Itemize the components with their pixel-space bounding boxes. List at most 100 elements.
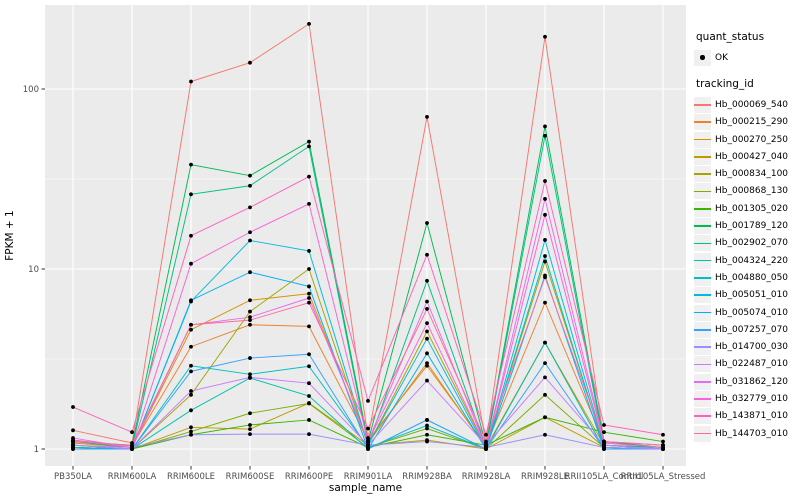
series-color-swatch: [694, 121, 711, 124]
legend-tracking-items: Hb_000069_540 Hb_000215_290 Hb_000270_250 H…: [694, 96, 800, 442]
data-point: [248, 322, 252, 327]
data-point: [307, 324, 311, 329]
data-point: [307, 394, 311, 398]
legend-item-label: Hb_001305_020: [715, 203, 789, 214]
series-color-swatch: [694, 432, 711, 435]
legend-item-label: Hb_143871_010: [715, 411, 789, 422]
data-point: [543, 179, 547, 183]
data-point: [248, 183, 252, 188]
data-point: [425, 336, 429, 341]
data-point: [248, 270, 252, 275]
series-color-swatch: [694, 190, 711, 193]
legend-item: Hb_002902_070: [694, 235, 800, 252]
legend-item-label: Hb_000834_100: [715, 169, 789, 180]
legend-key-line-icon: [694, 425, 711, 442]
data-point: [543, 340, 547, 345]
data-point: [366, 443, 370, 448]
legend-key-line-icon: [694, 200, 711, 217]
legend-key-line-icon: [694, 252, 711, 269]
data-point: [307, 352, 311, 357]
data-point: [661, 443, 665, 448]
data-point: [543, 254, 547, 258]
legend-key-line-icon: [694, 166, 711, 183]
legend-key-line-icon: [694, 183, 711, 200]
data-point: [425, 299, 429, 304]
data-point: [425, 361, 429, 366]
data-point: [425, 432, 429, 437]
x-tick-label: RRIM600LE: [167, 472, 215, 482]
legend-item-label: Hb_005074_010: [715, 307, 789, 318]
legend-key-line-icon: [694, 235, 711, 252]
data-point: [189, 192, 193, 197]
legend-item: Hb_000215_290: [694, 114, 800, 131]
data-point: [366, 426, 370, 431]
legend-key-line-icon: [694, 148, 711, 165]
legend-key-line-icon: [694, 321, 711, 338]
data-point: [307, 174, 311, 179]
data-point: [130, 430, 134, 435]
data-point: [543, 238, 547, 242]
data-point: [189, 327, 193, 332]
legend-item-label: Hb_014700_030: [715, 342, 789, 353]
data-point: [307, 401, 311, 406]
y-axis-title: FPKM + 1: [4, 210, 16, 260]
legend-item-label: Hb_005051_010: [715, 290, 789, 301]
data-point: [307, 418, 311, 422]
data-point: [307, 432, 311, 436]
legend-key-line-icon: [694, 131, 711, 148]
data-point: [425, 221, 429, 225]
legend-item: Hb_000427_040: [694, 148, 800, 165]
legend-item: Hb_000834_100: [694, 165, 800, 183]
data-point: [484, 439, 488, 444]
legend-item-label: Hb_144703_010: [715, 428, 789, 439]
data-point: [307, 201, 311, 206]
data-point: [307, 381, 311, 386]
data-point: [425, 418, 429, 422]
data-point: [71, 428, 75, 433]
series-color-swatch: [694, 398, 711, 400]
data-point: [543, 133, 547, 138]
legend-item-label: Hb_000270_250: [715, 134, 789, 145]
data-point: [307, 291, 311, 296]
data-point: [425, 363, 429, 368]
legend-key-line-icon: [694, 390, 711, 407]
series-color-swatch: [694, 173, 711, 175]
data-point: [189, 322, 193, 327]
series-color-swatch: [694, 415, 711, 418]
data-point: [189, 233, 193, 238]
data-point: [248, 432, 252, 436]
series-color-swatch: [694, 380, 711, 383]
data-point: [307, 144, 311, 149]
data-point: [248, 173, 252, 178]
series-color-swatch: [694, 207, 711, 210]
data-point: [425, 378, 429, 383]
legend-item-label: Hb_004880_050: [715, 272, 789, 283]
legend-item: Hb_005051_010: [694, 287, 800, 304]
data-point: [425, 423, 429, 428]
data-point: [425, 114, 429, 119]
legend-key-line-icon: [694, 218, 711, 235]
data-point: [543, 432, 547, 437]
legend-item-label: Hb_000868_130: [715, 186, 789, 197]
series-color-swatch: [694, 104, 711, 106]
data-point: [543, 300, 547, 305]
data-point: [543, 375, 547, 380]
series-color-swatch: [694, 346, 711, 348]
data-point: [366, 399, 370, 403]
legend-item-label: Hb_004324_220: [715, 255, 789, 266]
data-point: [71, 447, 75, 451]
x-tick-label: RRIM600PE: [285, 472, 333, 482]
legend-item: Hb_000868_130: [694, 183, 800, 200]
data-point: [425, 329, 429, 334]
data-point: [189, 369, 193, 374]
data-point: [661, 439, 665, 444]
series-color-swatch: [694, 311, 711, 314]
series-color-swatch: [694, 242, 711, 245]
data-point: [307, 249, 311, 253]
legend-item-label: Hb_000215_290: [715, 117, 789, 128]
legend-item: Hb_000270_250: [694, 131, 800, 148]
data-point: [543, 392, 547, 397]
data-point: [248, 375, 252, 380]
data-point: [307, 296, 311, 300]
x-tick-label: RRII105LA_Control: [565, 472, 644, 482]
